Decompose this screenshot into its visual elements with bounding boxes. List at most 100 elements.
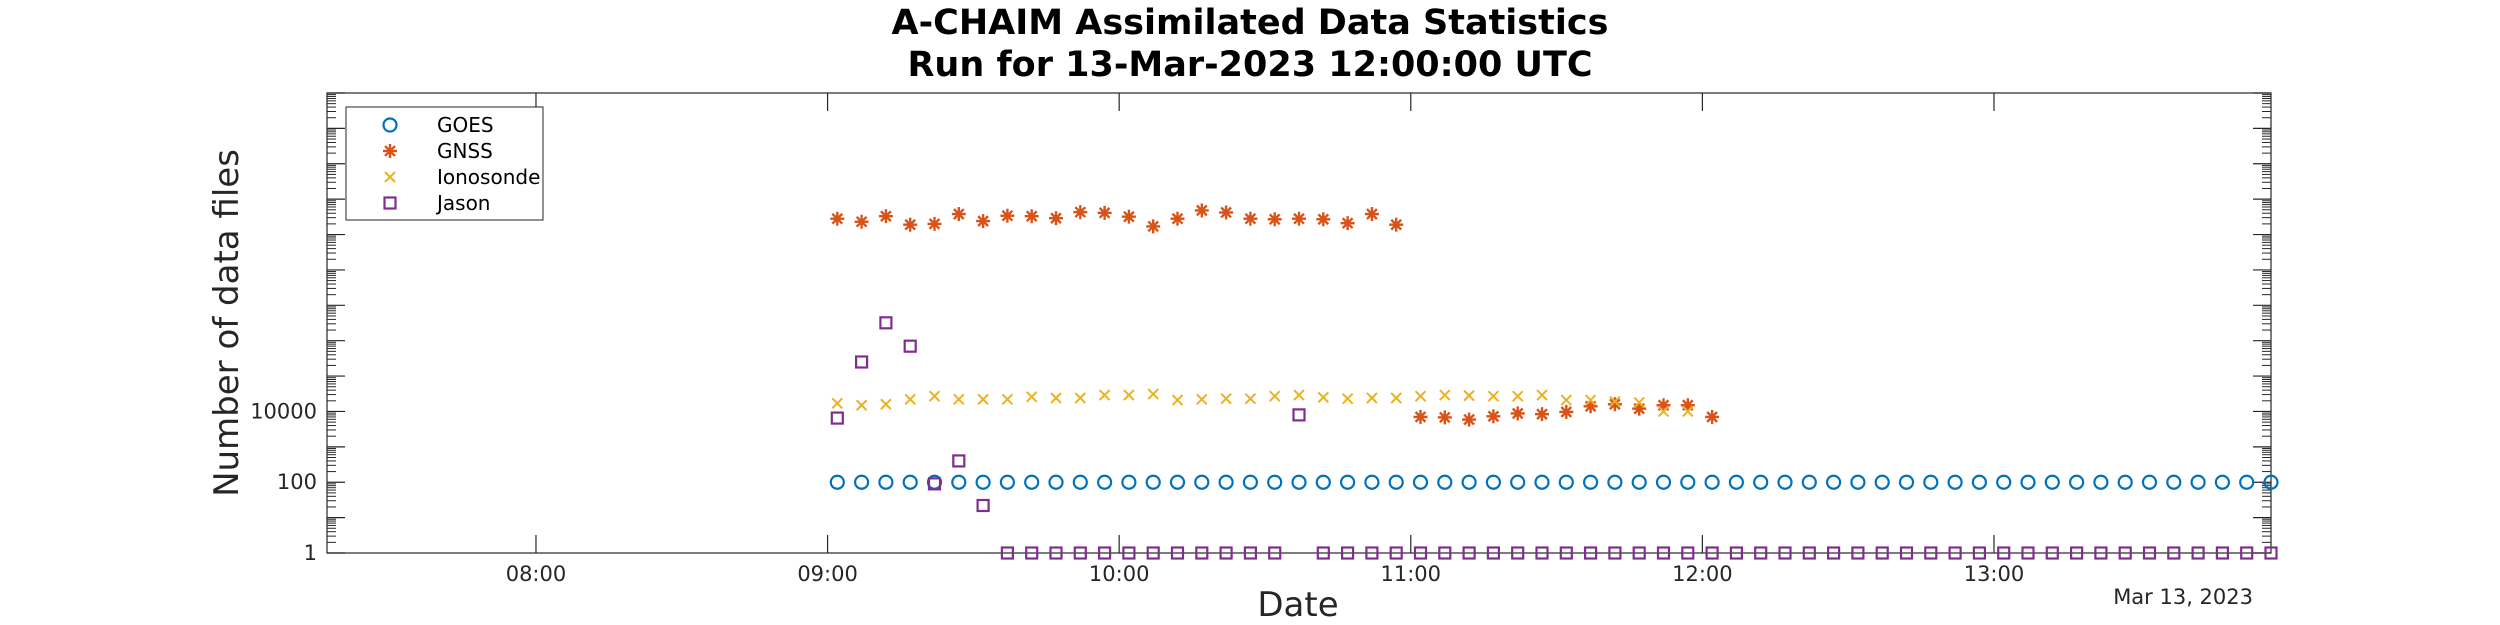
date-label: Mar 13, 2023	[2113, 585, 2253, 609]
data-point-jason	[854, 355, 869, 369]
legend-marker-ionosonde	[384, 171, 396, 183]
data-point-gnss	[1170, 211, 1185, 226]
data-point-jason	[1122, 546, 1136, 560]
data-point-jason	[1875, 546, 1889, 560]
marker-stroke	[953, 208, 965, 220]
legend-label-goes: GOES	[437, 113, 494, 137]
data-point-ionosonde	[1196, 393, 1208, 406]
marker-stroke	[384, 145, 396, 157]
data-point-gnss	[951, 207, 966, 222]
data-point-jason	[1097, 546, 1112, 560]
legend-marker-jason	[383, 196, 397, 210]
marker-stroke	[1706, 411, 1718, 423]
data-point-goes	[1218, 474, 1234, 490]
data-point-jason	[1292, 408, 1306, 422]
data-point-jason	[2070, 546, 2084, 560]
data-point-ionosonde	[1098, 389, 1111, 401]
marker-stroke	[1317, 213, 1330, 226]
data-point-ionosonde	[831, 397, 844, 410]
marker-stroke	[1390, 392, 1402, 404]
data-point-gnss	[1097, 205, 1112, 220]
marker-stroke	[1098, 389, 1111, 401]
data-point-jason	[1851, 546, 1865, 560]
data-point-jason	[1438, 546, 1452, 560]
marker-stroke	[1025, 210, 1038, 222]
data-point-gnss	[903, 217, 918, 232]
marker-stroke	[1390, 218, 1402, 231]
marker-stroke	[855, 215, 868, 228]
data-point-ionosonde	[928, 390, 941, 402]
data-point-jason	[2240, 546, 2254, 560]
marker-stroke	[831, 212, 844, 225]
data-point-goes	[1242, 474, 1259, 490]
data-point-jason	[2264, 546, 2278, 560]
data-point-gnss	[1364, 207, 1379, 222]
data-point-ionosonde	[1293, 389, 1305, 401]
data-point-jason	[1073, 546, 1087, 560]
data-point-goes	[1267, 474, 1283, 490]
data-point-gnss	[1389, 217, 1404, 232]
data-point-jason	[1583, 546, 1598, 560]
data-point-jason	[1462, 546, 1476, 560]
data-point-goes	[878, 474, 894, 490]
x-tick-label: 13:00	[1964, 562, 2025, 586]
data-point-goes	[1777, 474, 1793, 490]
marker-stroke	[1584, 394, 1597, 406]
data-point-ionosonde	[1317, 391, 1330, 404]
data-point-goes	[2263, 474, 2279, 490]
data-point-gnss	[1292, 211, 1306, 226]
data-point-ionosonde	[1025, 391, 1038, 403]
data-point-jason	[1195, 546, 1209, 560]
data-point-goes	[1291, 474, 1307, 490]
data-point-jason	[2118, 546, 2132, 560]
data-point-goes	[1582, 474, 1599, 490]
axis-ticks	[327, 92, 2271, 554]
marker-stroke	[1487, 390, 1500, 402]
data-point-gnss	[1510, 406, 1525, 421]
data-point-jason	[1340, 546, 1355, 560]
data-point-ionosonde	[1171, 394, 1184, 406]
data-point-jason	[1486, 546, 1501, 560]
data-point-gnss	[1437, 410, 1452, 425]
marker-stroke	[1268, 213, 1281, 226]
data-point-ionosonde	[953, 393, 965, 406]
data-point-jason	[1656, 546, 1671, 560]
data-point-ionosonde	[1268, 390, 1281, 402]
series-jason	[830, 316, 2278, 560]
x-axis-label: Date	[1257, 585, 1338, 625]
chart-title-line-2: Run for 13-Mar-2023 12:00:00 UTC	[907, 45, 1592, 85]
marker-stroke	[1025, 391, 1038, 403]
legend-label-jason: Jason	[435, 191, 491, 215]
data-point-jason	[1729, 546, 1744, 560]
data-point-ionosonde	[1366, 392, 1378, 404]
data-point-ionosonde	[1463, 389, 1475, 402]
data-point-goes	[1048, 474, 1064, 490]
marker-stroke	[1268, 390, 1281, 402]
data-point-goes	[902, 474, 918, 490]
data-point-jason	[2191, 546, 2205, 560]
data-point-ionosonde	[1390, 392, 1402, 404]
marker-stroke	[1050, 392, 1062, 404]
marker-stroke	[1609, 395, 1621, 408]
data-point-ionosonde	[855, 399, 868, 411]
data-point-ionosonde	[1536, 389, 1548, 401]
marker-stroke	[1171, 212, 1184, 225]
data-point-ionosonde	[1609, 395, 1621, 408]
data-point-gnss	[1486, 409, 1501, 424]
marker-stroke	[1220, 206, 1232, 219]
x-tick-labels: 08:00 09:00 10:00 11:00 12:00 13:00	[506, 562, 2025, 586]
data-point-goes	[2141, 474, 2158, 490]
data-point-ionosonde	[1050, 392, 1062, 404]
data-point-ionosonde	[1682, 405, 1694, 418]
data-point-goes	[1704, 474, 1720, 490]
data-point-goes	[999, 474, 1016, 490]
data-point-goes	[1339, 474, 1356, 490]
data-point-ionosonde	[977, 393, 989, 406]
data-point-goes	[1607, 474, 1623, 490]
marker-stroke	[1560, 394, 1573, 406]
marker-stroke	[953, 393, 965, 406]
data-point-ionosonde	[1123, 389, 1135, 401]
marker-stroke	[1196, 204, 1208, 217]
marker-stroke	[904, 218, 916, 231]
marker-stroke	[1463, 413, 1475, 426]
